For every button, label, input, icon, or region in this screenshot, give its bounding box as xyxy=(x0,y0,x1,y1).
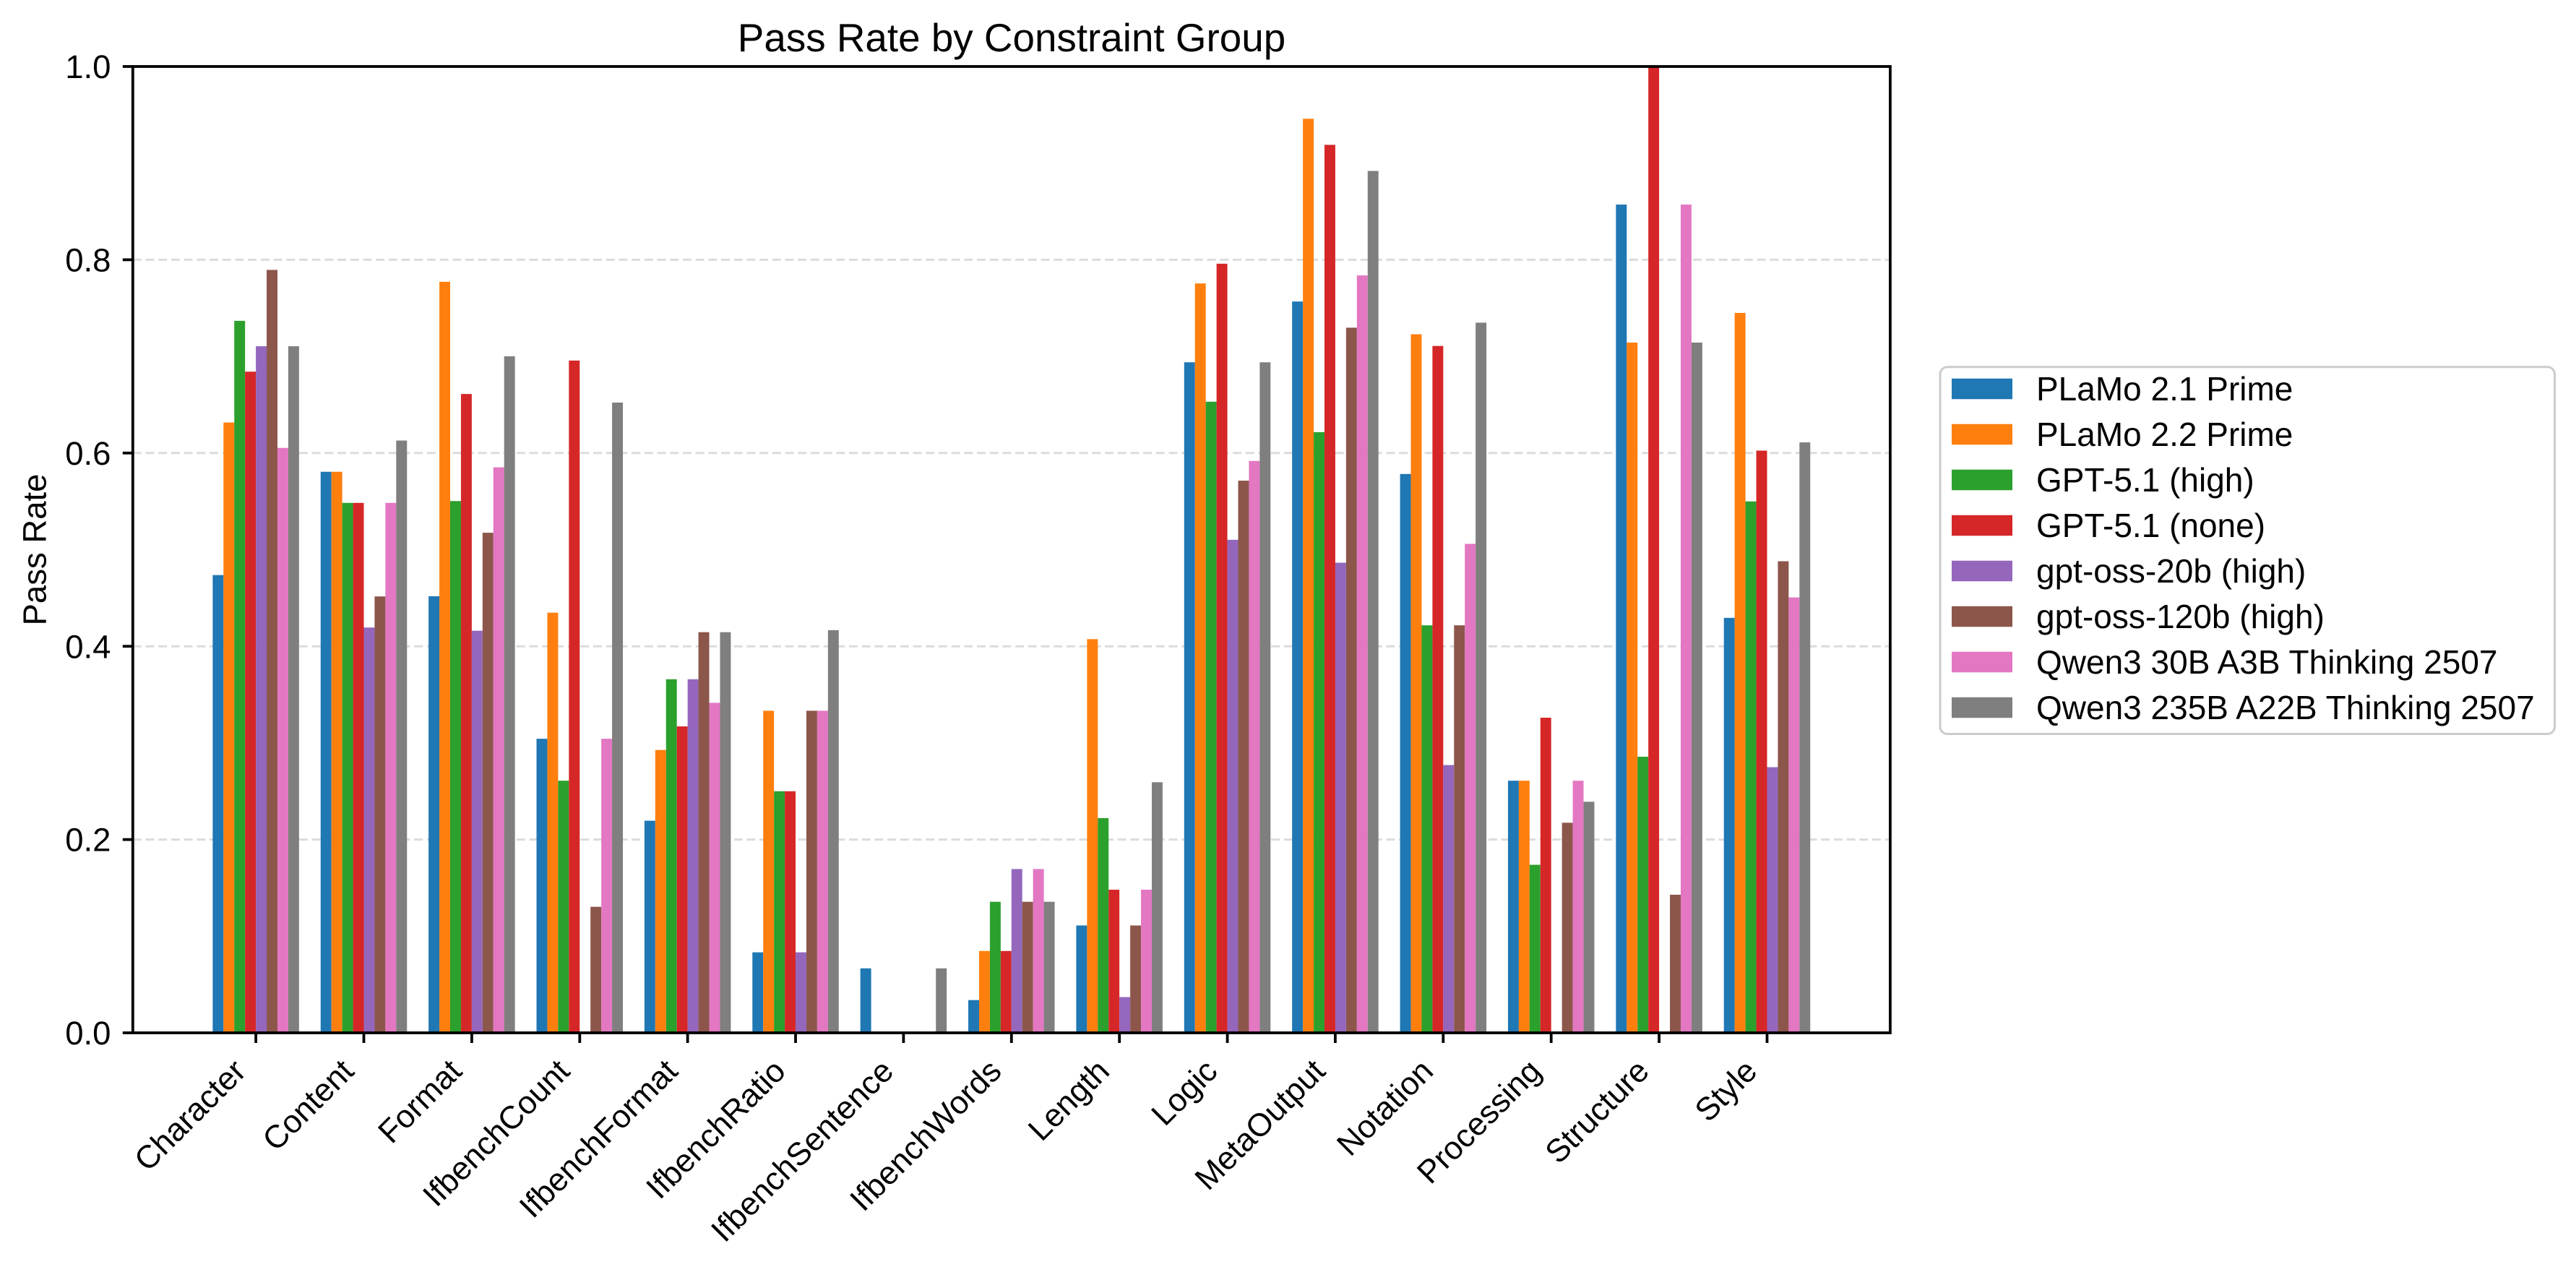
svg-text:PLaMo 2.2 Prime: PLaMo 2.2 Prime xyxy=(2036,416,2293,453)
svg-text:0.0: 0.0 xyxy=(65,1015,111,1052)
svg-text:0.8: 0.8 xyxy=(65,242,111,279)
svg-text:0.2: 0.2 xyxy=(65,822,111,859)
svg-text:gpt-oss-120b (high): gpt-oss-120b (high) xyxy=(2036,598,2325,635)
svg-text:0.4: 0.4 xyxy=(65,628,111,665)
svg-text:Pass Rate by Constraint Group: Pass Rate by Constraint Group xyxy=(738,15,1285,60)
svg-text:Qwen3 235B A22B Thinking 2507: Qwen3 235B A22B Thinking 2507 xyxy=(2036,689,2535,726)
svg-text:1.0: 1.0 xyxy=(65,48,111,85)
svg-text:Qwen3 30B A3B Thinking 2507: Qwen3 30B A3B Thinking 2507 xyxy=(2036,643,2498,681)
svg-text:GPT-5.1 (none): GPT-5.1 (none) xyxy=(2036,507,2265,544)
svg-text:gpt-oss-20b (high): gpt-oss-20b (high) xyxy=(2036,552,2306,590)
svg-text:PLaMo 2.1 Prime: PLaMo 2.1 Prime xyxy=(2036,370,2293,408)
svg-text:0.6: 0.6 xyxy=(65,435,111,472)
svg-text:GPT-5.1 (high): GPT-5.1 (high) xyxy=(2036,461,2254,499)
svg-text:Pass Rate: Pass Rate xyxy=(17,474,53,626)
